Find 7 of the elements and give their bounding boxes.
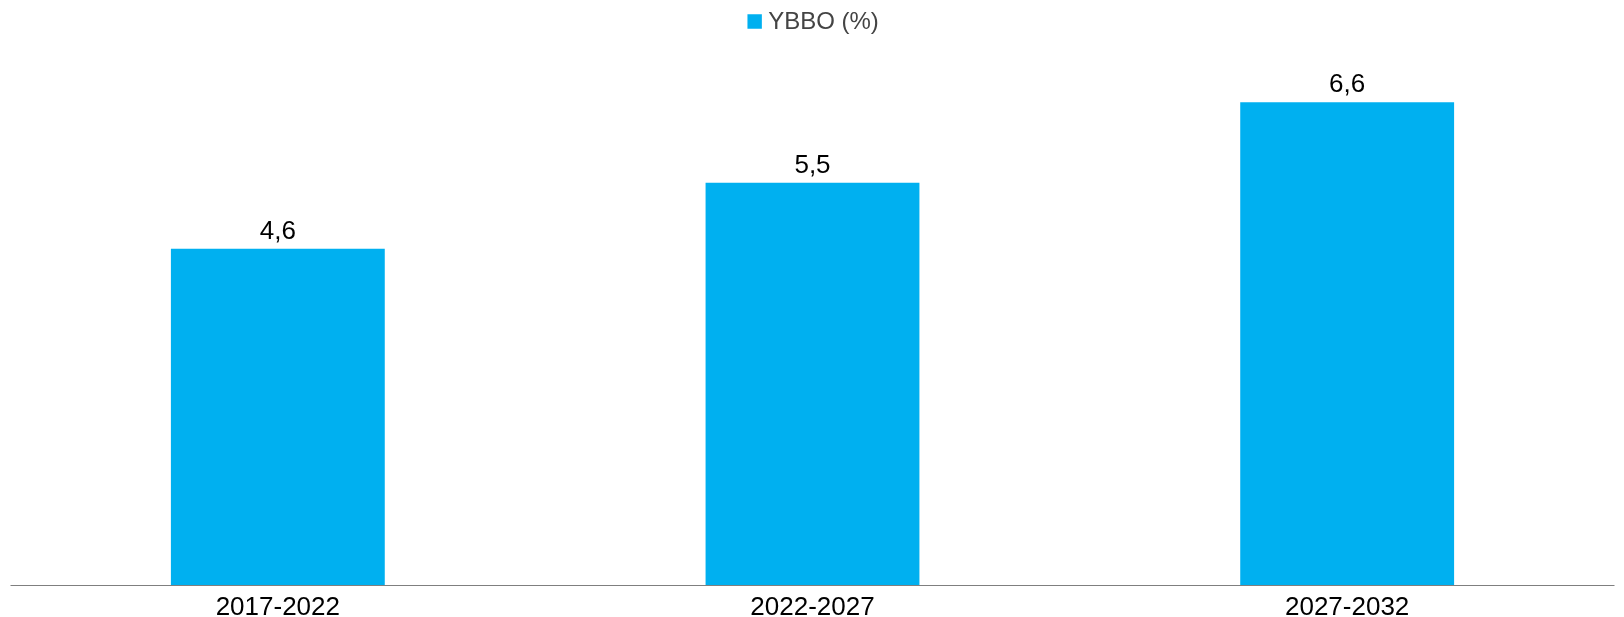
legend-label: YBBO (%) [768, 7, 879, 35]
data-label: 4,6 [259, 214, 296, 245]
data-label: 5,5 [794, 148, 831, 179]
x-tick-label: 2027-2032 [1285, 590, 1410, 617]
data-label: 6,6 [1329, 68, 1366, 99]
x-tick-label: 2022-2027 [750, 590, 875, 617]
x-tick-label: 2017-2022 [215, 590, 341, 617]
